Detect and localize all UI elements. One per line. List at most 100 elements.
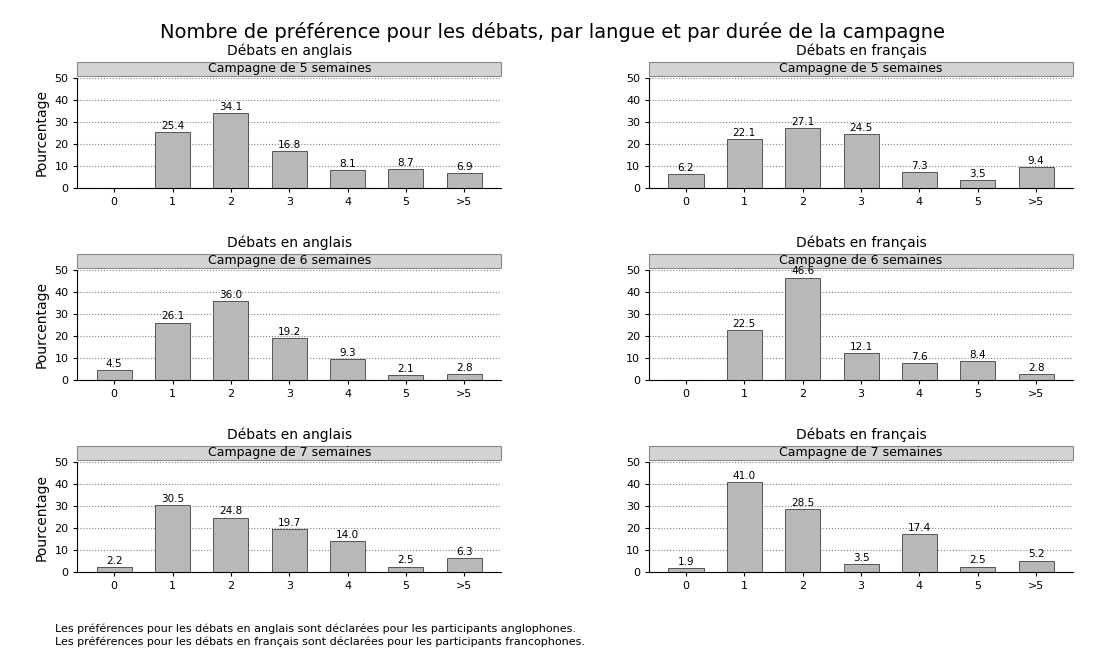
Text: 3.5: 3.5 — [969, 169, 987, 179]
Y-axis label: Pourcentage: Pourcentage — [34, 90, 49, 176]
Y-axis label: Pourcentage: Pourcentage — [34, 474, 49, 560]
Text: 5.2: 5.2 — [1027, 549, 1044, 560]
Text: 8.7: 8.7 — [397, 157, 415, 168]
Text: 9.4: 9.4 — [1027, 156, 1044, 166]
Bar — [1019, 560, 1054, 572]
Bar — [447, 173, 482, 188]
Text: 2.5: 2.5 — [397, 555, 415, 566]
Text: 36.0: 36.0 — [219, 290, 242, 300]
Text: 12.1: 12.1 — [849, 342, 873, 352]
Text: Campagne de 5 semaines: Campagne de 5 semaines — [208, 62, 371, 75]
Text: Nombre de préférence pour les débats, par langue et par durée de la campagne: Nombre de préférence pour les débats, pa… — [160, 23, 946, 42]
Text: Les préférences pour les débats en anglais sont déclarées pour les participants : Les préférences pour les débats en angla… — [55, 624, 585, 647]
Bar — [901, 363, 937, 380]
Bar — [727, 482, 762, 572]
Text: 26.1: 26.1 — [160, 311, 184, 322]
Bar — [96, 370, 132, 380]
Text: 24.5: 24.5 — [849, 123, 873, 133]
Bar — [785, 128, 821, 188]
Bar — [155, 322, 190, 380]
Text: Campagne de 7 semaines: Campagne de 7 semaines — [208, 447, 371, 460]
Text: 4.5: 4.5 — [106, 359, 123, 369]
FancyBboxPatch shape — [649, 446, 1073, 460]
Bar — [272, 338, 306, 380]
Bar — [1019, 167, 1054, 188]
Text: Débats en anglais: Débats en anglais — [227, 236, 352, 250]
Text: 19.2: 19.2 — [278, 327, 301, 337]
Bar — [213, 113, 249, 188]
Bar — [785, 510, 821, 572]
Text: Campagne de 7 semaines: Campagne de 7 semaines — [780, 447, 942, 460]
Bar — [960, 567, 995, 572]
FancyBboxPatch shape — [77, 446, 501, 460]
Text: Campagne de 6 semaines: Campagne de 6 semaines — [208, 254, 371, 267]
Bar — [785, 278, 821, 380]
Bar — [668, 174, 703, 188]
Bar — [155, 132, 190, 188]
Bar — [213, 301, 249, 380]
Text: 41.0: 41.0 — [733, 471, 755, 481]
Bar — [388, 169, 424, 188]
Text: 3.5: 3.5 — [853, 553, 869, 563]
Text: 8.4: 8.4 — [969, 350, 987, 360]
Text: 2.2: 2.2 — [106, 556, 123, 566]
Text: Débats en français: Débats en français — [795, 236, 927, 250]
Text: 6.3: 6.3 — [456, 547, 472, 557]
Bar — [272, 151, 306, 188]
Text: 2.8: 2.8 — [456, 363, 472, 372]
Text: 22.5: 22.5 — [732, 319, 757, 330]
Text: 19.7: 19.7 — [278, 517, 301, 528]
Text: 6.9: 6.9 — [456, 162, 472, 172]
Bar — [727, 330, 762, 380]
Text: 17.4: 17.4 — [908, 523, 931, 533]
Bar — [213, 517, 249, 572]
Text: 25.4: 25.4 — [160, 121, 184, 131]
Text: 14.0: 14.0 — [336, 530, 359, 540]
Text: Débats en anglais: Débats en anglais — [227, 428, 352, 443]
Text: 2.5: 2.5 — [969, 555, 987, 566]
Text: Campagne de 5 semaines: Campagne de 5 semaines — [780, 62, 942, 75]
Bar — [96, 567, 132, 572]
Text: 1.9: 1.9 — [678, 557, 695, 567]
FancyBboxPatch shape — [649, 62, 1073, 76]
Bar — [155, 505, 190, 572]
Text: 6.2: 6.2 — [678, 163, 695, 173]
Text: 9.3: 9.3 — [340, 348, 356, 358]
Text: 34.1: 34.1 — [219, 102, 242, 112]
Text: Débats en anglais: Débats en anglais — [227, 44, 352, 58]
Y-axis label: Pourcentage: Pourcentage — [34, 281, 49, 369]
Bar — [668, 568, 703, 572]
Bar — [960, 361, 995, 380]
Text: 7.3: 7.3 — [911, 161, 928, 171]
FancyBboxPatch shape — [649, 254, 1073, 268]
Text: 16.8: 16.8 — [278, 140, 301, 150]
Bar — [388, 375, 424, 380]
FancyBboxPatch shape — [77, 254, 501, 268]
Bar — [844, 134, 878, 188]
Bar — [960, 180, 995, 188]
Text: 46.6: 46.6 — [791, 266, 814, 276]
Text: Débats en français: Débats en français — [795, 428, 927, 443]
Bar — [330, 541, 365, 572]
Bar — [901, 534, 937, 572]
Text: 2.1: 2.1 — [397, 364, 415, 374]
Text: 27.1: 27.1 — [791, 117, 814, 127]
Bar — [727, 139, 762, 188]
FancyBboxPatch shape — [77, 62, 501, 76]
Bar — [447, 558, 482, 572]
Bar — [901, 172, 937, 188]
Text: 2.8: 2.8 — [1027, 363, 1044, 372]
Text: 28.5: 28.5 — [791, 499, 814, 508]
Text: 24.8: 24.8 — [219, 506, 242, 517]
Text: Campagne de 6 semaines: Campagne de 6 semaines — [780, 254, 942, 267]
Text: 30.5: 30.5 — [161, 494, 184, 504]
Bar — [1019, 374, 1054, 380]
Bar — [272, 528, 306, 572]
Bar — [844, 354, 878, 380]
Bar — [844, 564, 878, 572]
Bar — [330, 170, 365, 188]
Text: 8.1: 8.1 — [340, 159, 356, 169]
Text: 22.1: 22.1 — [732, 128, 757, 138]
Bar — [330, 359, 365, 380]
Bar — [388, 567, 424, 572]
